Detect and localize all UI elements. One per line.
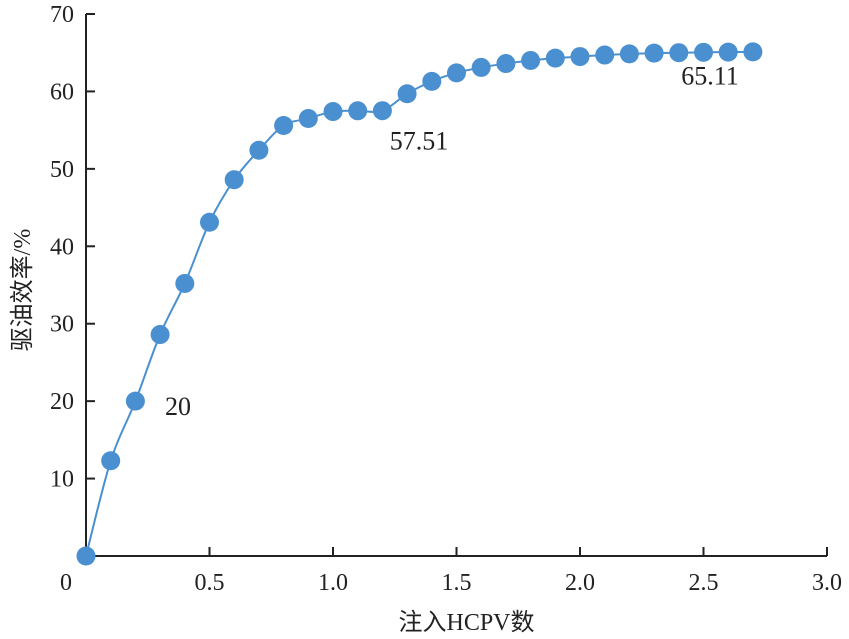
x-axis-title: 注入HCPV数 [398,609,534,636]
data-point [570,47,590,67]
data-point [150,325,170,345]
data-point [101,451,121,471]
data-point [298,109,318,129]
x-tick-label: 2.0 [565,570,595,596]
y-tick-label: 60 [50,79,74,105]
y-tick-label: 30 [50,312,74,338]
x-tick-label: 0 [60,570,72,596]
x-tick-label: 3.0 [812,570,842,596]
plot-area [76,42,763,566]
data-point [422,71,442,91]
y-tick-label: 20 [50,389,74,415]
y-tick-label: 50 [50,157,74,183]
data-point [694,42,713,62]
data-point [521,50,541,70]
y-tick-label: 10 [50,467,74,493]
data-point [743,42,763,62]
data-point [372,101,392,121]
y-axis-title: 驱油效率/% [9,229,36,352]
y-ticks: 10 20 30 40 50 60 70 [50,2,95,493]
y-tick-label: 40 [50,234,74,260]
data-point [125,391,145,411]
data-point [249,140,269,160]
data-point [669,43,689,63]
data-points [76,42,763,566]
annotations: 20 57.51 65.11 [165,61,739,421]
data-point [224,170,244,190]
data-point [76,546,96,566]
data-point [348,101,368,121]
x-tick-label: 0.5 [195,570,225,596]
data-label: 20 [165,392,191,421]
y-tick-label: 70 [50,2,74,28]
data-point [545,48,565,68]
data-point [471,57,491,77]
data-point [323,102,343,122]
data-point [619,44,639,64]
data-point [644,43,664,63]
axes [85,14,827,557]
data-label: 57.51 [390,127,449,156]
data-point [496,54,516,74]
x-tick-label: 2.5 [689,570,719,596]
data-point [274,115,294,135]
data-point [397,84,417,104]
data-point [595,45,615,65]
data-point [447,63,466,83]
x-ticks: 0 0.5 1.0 1.5 2.0 2.5 3.0 [60,547,842,596]
data-label: 65.11 [681,61,739,90]
x-tick-label: 1.0 [318,570,348,596]
data-point [175,273,195,293]
x-tick-label: 1.5 [442,570,472,596]
data-point [200,212,219,232]
data-point [718,42,738,62]
